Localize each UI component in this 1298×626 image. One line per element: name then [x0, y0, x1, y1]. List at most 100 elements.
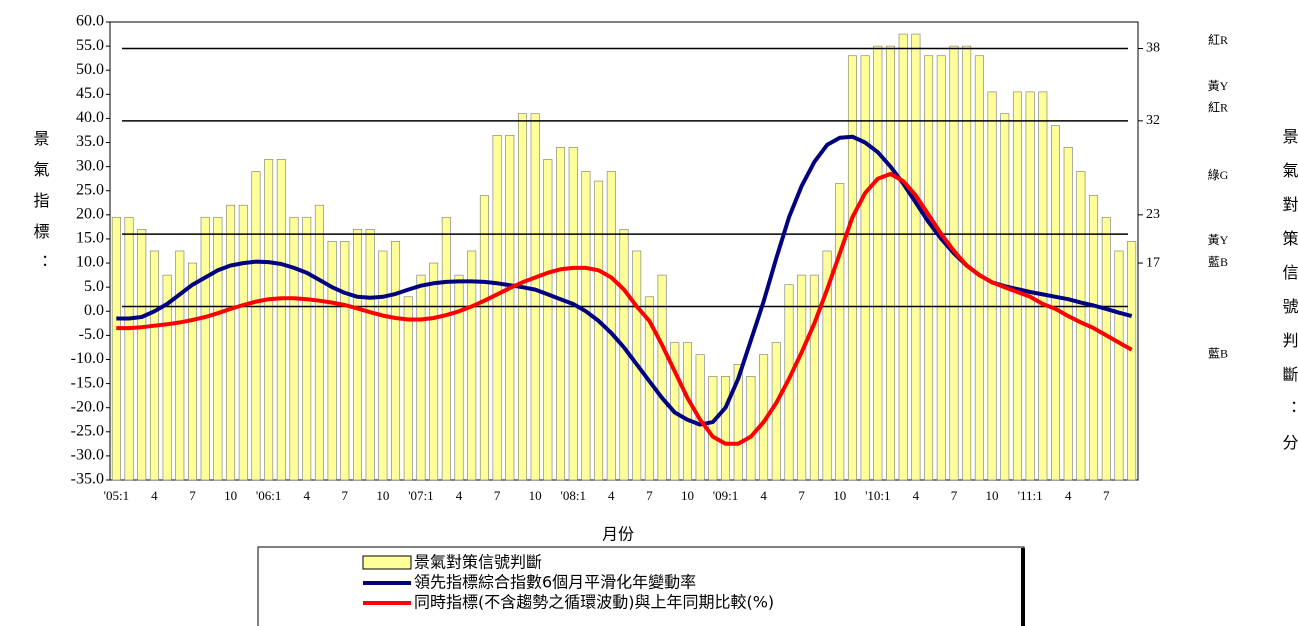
x-tick-label: 10: [681, 488, 694, 503]
signal-label: 紅R: [1208, 33, 1228, 47]
bar: [911, 33, 921, 481]
bar: [251, 171, 261, 481]
bar: [708, 376, 718, 481]
bar: [835, 183, 845, 481]
legend-label: 領先指標綜合指數6個月平滑化年變動率: [414, 573, 696, 592]
x-tick-label: '05:1: [104, 488, 129, 503]
bar: [797, 274, 807, 481]
bar: [137, 229, 147, 481]
bar: [657, 274, 667, 481]
x-tick-label: 7: [951, 488, 958, 503]
y-tick-label: 20.0: [76, 206, 104, 223]
x-tick-label: 7: [646, 488, 653, 503]
bar: [454, 274, 464, 481]
y-tick-label: -5.0: [79, 326, 104, 343]
bar: [188, 262, 197, 481]
y-axis-title: 景氣指標：: [31, 130, 50, 285]
bar: [606, 171, 616, 481]
x-tick-label: 4: [456, 488, 463, 503]
bar: [226, 204, 236, 481]
y-tick-label: -10.0: [71, 350, 104, 367]
y2-tick-label: 23: [1146, 207, 1160, 222]
bar: [530, 113, 540, 481]
signal-label: 黃Y: [1208, 233, 1229, 247]
signal-label: 綠G: [1208, 168, 1229, 182]
y2-tick-label: 17: [1146, 255, 1160, 270]
bar: [556, 147, 566, 481]
bar: [721, 376, 731, 481]
y-tick-label: 30.0: [76, 157, 104, 174]
y-tick-label: 5.0: [84, 278, 104, 295]
bar: [492, 134, 502, 481]
bar: [847, 55, 857, 481]
x-tick-label: '06:1: [256, 488, 281, 503]
signal-label: 黃Y: [1208, 79, 1229, 93]
bar: [416, 274, 426, 481]
x-tick-label: 10: [376, 488, 389, 503]
bar: [924, 55, 934, 481]
bar: [327, 241, 337, 481]
y-tick-label: -30.0: [71, 447, 104, 464]
bar: [1089, 195, 1099, 481]
y-tick-label: 55.0: [76, 37, 104, 54]
y-tick-label: 50.0: [76, 61, 104, 78]
y-tick-label: 35.0: [76, 133, 104, 150]
bar: [352, 229, 362, 481]
bar: [200, 216, 210, 481]
bar: [314, 204, 324, 481]
x-tick-label: '08:1: [561, 488, 586, 503]
x-tick-label: 4: [913, 488, 920, 503]
bar: [340, 241, 350, 481]
bar: [1038, 91, 1048, 481]
x-axis-title: 月份: [602, 525, 634, 544]
y-tick-label: 40.0: [76, 109, 104, 126]
line: [116, 171, 1133, 446]
y-tick-label: 15.0: [76, 230, 104, 247]
bar: [1114, 250, 1124, 481]
bar: [238, 204, 248, 481]
x-tick-label: 10: [224, 488, 237, 503]
signal-label: 藍B: [1208, 346, 1228, 360]
x-tick-label: 10: [529, 488, 542, 503]
bar: [898, 33, 908, 481]
y-tick-label: -20.0: [71, 398, 104, 415]
bar: [149, 250, 159, 481]
y-tick-label: -25.0: [71, 422, 104, 439]
bar: [543, 159, 553, 481]
x-tick-label: 7: [798, 488, 805, 503]
x-tick-label: 7: [189, 488, 196, 503]
bar: [1025, 91, 1035, 481]
bar: [175, 250, 185, 481]
bar: [1012, 91, 1022, 481]
bar: [378, 250, 388, 481]
bar: [391, 241, 401, 481]
x-tick-label: '10:1: [865, 488, 890, 503]
bar: [733, 363, 743, 481]
x-tick-label: 10: [833, 488, 846, 503]
signal-label: 藍B: [1208, 255, 1228, 269]
bar: [517, 113, 527, 481]
bar: [111, 216, 121, 481]
x-tick-label: 7: [342, 488, 349, 503]
bar: [936, 55, 946, 481]
bar: [1051, 125, 1060, 481]
x-tick-label: 4: [303, 488, 310, 503]
bar: [682, 342, 692, 481]
bar: [568, 147, 578, 481]
y-tick-label: 10.0: [76, 254, 104, 271]
bar: [429, 262, 439, 481]
y2-tick-label: 32: [1146, 113, 1160, 128]
bar: [746, 376, 756, 481]
y-tick-label: 45.0: [76, 85, 104, 102]
y-tick-label: 25.0: [76, 181, 104, 198]
x-tick-label: 4: [151, 488, 158, 503]
bar: [974, 55, 984, 481]
x-tick-label: 4: [608, 488, 615, 503]
y-tick-label: -35.0: [71, 471, 104, 488]
bar: [467, 250, 477, 481]
x-tick-label: 10: [986, 488, 999, 503]
bar: [213, 216, 223, 481]
bar: [949, 45, 959, 481]
x-tick-label: '09:1: [713, 488, 738, 503]
